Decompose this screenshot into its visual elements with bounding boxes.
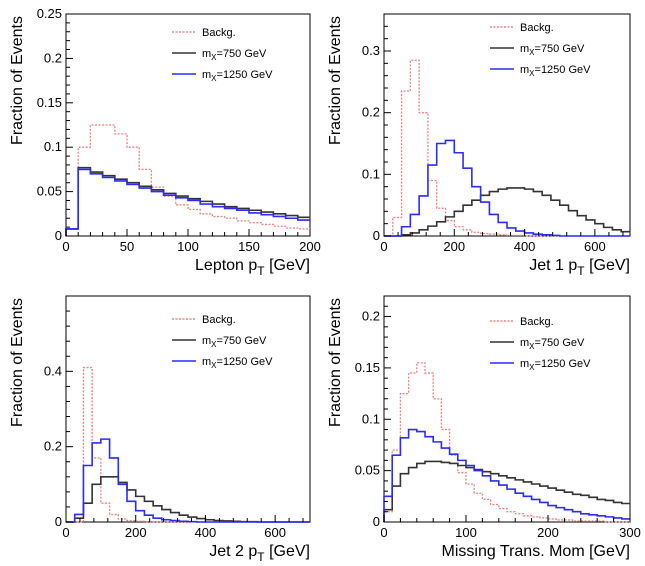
series-line-mx1250 [384, 139, 630, 237]
series-line-background [65, 124, 310, 236]
legend-label: mX=750 GeV [202, 48, 267, 62]
x-tick-label: 100 [177, 239, 199, 254]
series-line-mx1250 [66, 438, 310, 523]
x-tick-label: 200 [125, 525, 147, 540]
series-line-mx1250 [383, 428, 630, 522]
y-tick-label: 0.3 [362, 43, 380, 58]
panel-jet2-pt: 0 200 400 600 0 0.2 0.4 Jet 2 pT [GeV] Fraction … [9, 295, 311, 564]
x-axis-label: Jet 1 pT [GeV] [529, 257, 630, 278]
series-line-background [384, 59, 630, 237]
legend-label: mX=750 GeV [520, 337, 585, 351]
x-tick-label: 0 [380, 239, 387, 254]
y-tick-label: 0 [373, 514, 380, 529]
legend-label: Backg. [520, 316, 554, 328]
x-tick-label: 400 [195, 525, 217, 540]
x-tick-label: 100 [455, 525, 477, 540]
y-tick-label: 0.25 [37, 6, 62, 21]
legend-label: Backg. [520, 22, 554, 34]
series-line-mx1250 [65, 168, 310, 236]
x-tick-label: 150 [238, 239, 260, 254]
x-tick-label: 0 [380, 525, 387, 540]
series-line-background [383, 362, 630, 523]
legend-label: Backg. [202, 314, 236, 326]
y-tick-label: 0 [55, 228, 62, 243]
legend-label: mX=1250 GeV [520, 64, 591, 78]
series-line-mx750 [383, 460, 630, 522]
series-line-mx750 [66, 476, 310, 523]
y-tick-label: 0.1 [362, 411, 380, 426]
panel-lepton-pt: 0 50 100 150 200 0 0.05 0.1 0.15 0.2 0.25 Lepton pT… [9, 6, 321, 278]
y-tick-label: 0.2 [44, 50, 62, 65]
panel-missing-trans-mom: 0 100 200 300 0 0.05 0.1 0.15 0.2 Missing Trans. … [327, 295, 641, 560]
y-tick-label: 0.2 [44, 439, 62, 454]
y-axis-label: Fraction of Events [9, 298, 26, 427]
y-axis-label: Fraction of Events [327, 16, 344, 145]
series-line-background [66, 366, 310, 523]
x-tick-label: 600 [264, 525, 286, 540]
legend-label: mX=1250 GeV [520, 358, 591, 372]
y-tick-label: 0.05 [355, 463, 380, 478]
x-tick-label: 300 [619, 525, 641, 540]
y-tick-label: 0.1 [362, 166, 380, 181]
x-tick-label: 200 [443, 239, 465, 254]
y-tick-label: 0.05 [37, 184, 62, 199]
plot-frame [65, 295, 311, 523]
panel-jet1-pt: 0 200 400 600 0 0.1 0.2 0.3 Jet 1 pT [GeV] Fracti… [327, 13, 631, 278]
y-tick-label: 0.4 [44, 363, 62, 378]
legend-label: mX=1250 GeV [202, 356, 273, 370]
x-axis-label: Jet 2 pT [GeV] [209, 543, 310, 564]
legend-label: mX=750 GeV [520, 43, 585, 57]
y-tick-label: 0.15 [355, 360, 380, 375]
x-tick-label: 50 [120, 239, 134, 254]
legend-label: mX=1250 GeV [202, 69, 273, 83]
legend-label: mX=750 GeV [202, 335, 267, 349]
y-tick-label: 0.1 [44, 139, 62, 154]
x-tick-label: 600 [584, 239, 606, 254]
y-tick-label: 0.15 [37, 95, 62, 110]
x-tick-label: 400 [514, 239, 536, 254]
y-tick-label: 0.2 [362, 105, 380, 120]
series-line-mx750 [384, 187, 630, 237]
y-axis-label: Fraction of Events [9, 16, 26, 145]
legend-label: Backg. [202, 27, 236, 39]
x-axis-label: Lepton pT [GeV] [195, 257, 310, 278]
x-tick-label: 0 [62, 525, 69, 540]
y-axis-label: Fraction of Events [327, 298, 344, 427]
x-tick-label: 0 [62, 239, 69, 254]
x-tick-label: 200 [537, 525, 559, 540]
y-tick-label: 0 [373, 228, 380, 243]
y-tick-label: 0 [55, 514, 62, 529]
x-axis-label: Missing Trans. Mom [GeV] [442, 543, 631, 560]
x-tick-label: 200 [299, 239, 321, 254]
y-tick-label: 0.2 [362, 309, 380, 324]
